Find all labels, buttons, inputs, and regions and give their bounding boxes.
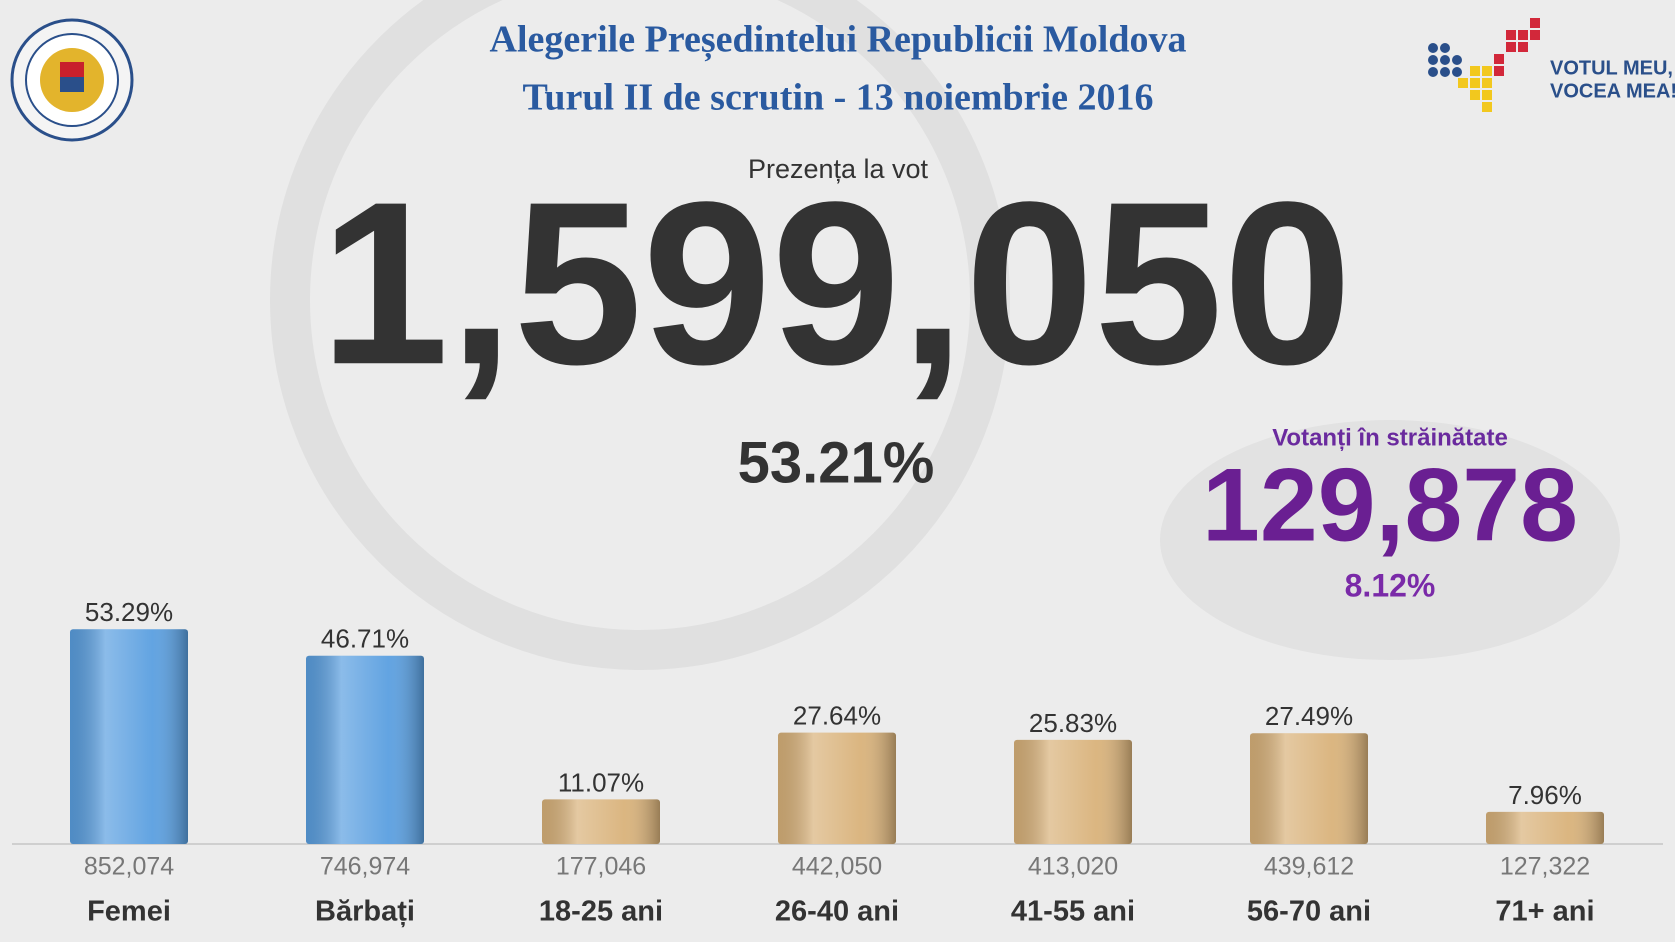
x-tick-label: 26-40 ani: [775, 896, 899, 928]
value-label: 53.29%: [85, 597, 173, 627]
x-tick-label: Femei: [87, 896, 171, 928]
count-label: 413,020: [1028, 853, 1118, 881]
x-tick-label: 71+ ani: [1495, 896, 1594, 928]
bar: [1014, 739, 1132, 844]
count-label: 177,046: [556, 853, 646, 881]
value-label: 11.07%: [558, 767, 644, 797]
slogan: VOCEA MEA!: [1550, 80, 1675, 102]
bar: [778, 732, 896, 844]
world-map: [1160, 420, 1620, 660]
abroad: 129,878: [1202, 447, 1578, 563]
watermark: [270, 0, 1010, 670]
abroad-percent: 8.12%: [1345, 567, 1436, 603]
value-label: 25.83%: [1029, 708, 1117, 738]
count-label: 852,074: [84, 853, 174, 881]
emblem: [10, 18, 134, 142]
bar: [542, 799, 660, 844]
slogan: VOTUL MEU,: [1550, 57, 1673, 79]
count-label: 442,050: [792, 853, 882, 881]
value-label: 7.96%: [1508, 780, 1582, 810]
bar: [1250, 733, 1368, 844]
logo-dots: [1428, 18, 1540, 112]
x-tick-label: 41-55 ani: [1011, 896, 1135, 928]
bar: [70, 629, 188, 844]
bar: [1486, 811, 1604, 844]
turnout-label: Prezența la vot: [748, 154, 929, 184]
bar: [306, 655, 424, 844]
abroad-label: Votanți în străinătate: [1272, 424, 1508, 451]
value-label: 27.64%: [793, 700, 881, 730]
turnout-percent: 53.21%: [738, 430, 935, 495]
x-tick-label: 56-70 ani: [1247, 896, 1371, 928]
x-tick-label: Bărbați: [315, 896, 415, 928]
x-tick-label: 18-25 ani: [539, 896, 663, 928]
title: Alegerile Președintelui Republicii Moldo…: [490, 19, 1187, 62]
subtitle: Turul II de scrutin - 13 noiembrie 2016: [523, 77, 1154, 119]
value-label: 46.71%: [321, 624, 409, 654]
value-label: 27.49%: [1265, 701, 1353, 731]
count-label: 127,322: [1500, 853, 1590, 881]
turnout: 1,599,050: [320, 154, 1352, 413]
count-label: 439,612: [1264, 853, 1354, 881]
count-label: 746,974: [320, 853, 410, 881]
